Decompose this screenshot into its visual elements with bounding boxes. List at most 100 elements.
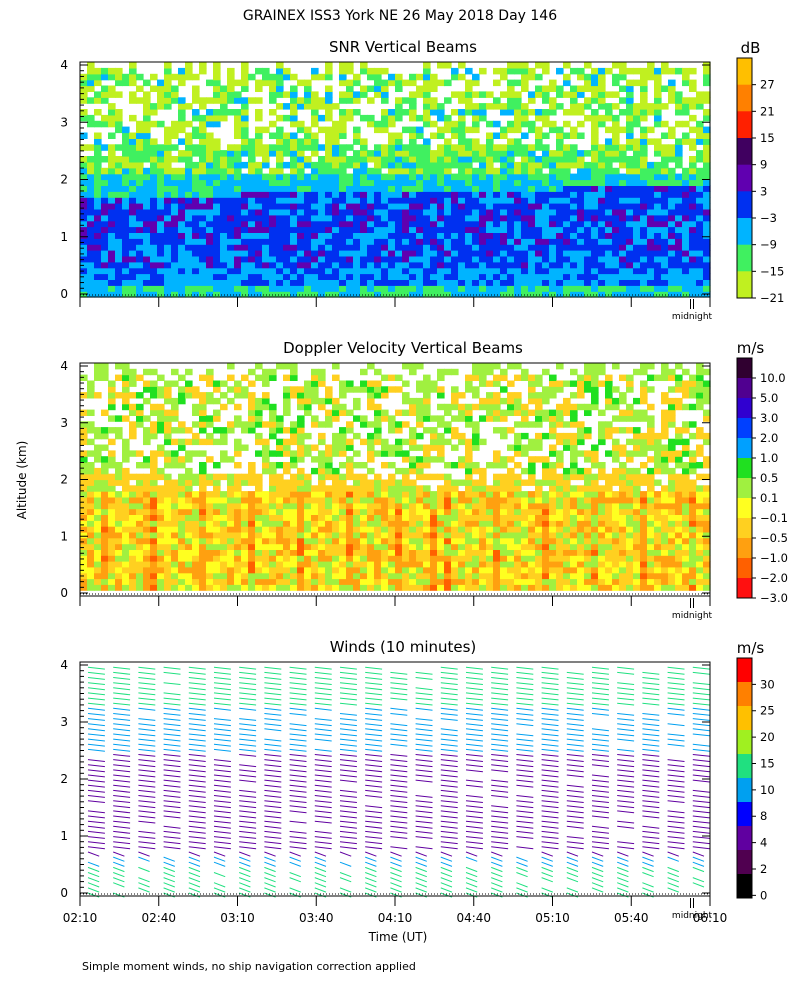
wind-barb (213, 784, 231, 788)
wind-barb (314, 779, 332, 783)
wind-barb (516, 671, 534, 675)
wind-barb (163, 759, 181, 762)
wind-barb (163, 866, 175, 873)
wind-barb (213, 851, 226, 857)
wind-barb (188, 836, 206, 839)
wind-barb (541, 779, 559, 783)
wind-barb (188, 733, 206, 737)
wind-barb (264, 713, 282, 716)
wind-barb (314, 677, 332, 680)
wind-barb (390, 707, 408, 711)
wind-barb (339, 671, 357, 675)
wind-barb (516, 738, 534, 742)
wind-barb (566, 723, 584, 727)
wind-barb (289, 789, 307, 793)
wind-barb (591, 728, 609, 732)
wind-barb (188, 795, 206, 798)
wind-barb (566, 795, 584, 798)
wind-barb (642, 851, 654, 857)
wind-barb (113, 769, 131, 773)
wind-barb (390, 769, 408, 773)
wind-barb (365, 718, 383, 721)
wind-barb (566, 841, 584, 845)
wind-barb (415, 733, 433, 737)
wind-barb (591, 846, 609, 850)
wind-barb (188, 877, 201, 883)
wind-barb (113, 841, 131, 845)
wind-barb (541, 733, 559, 737)
wind-barb (264, 671, 282, 675)
wind-barb (163, 718, 181, 721)
wind-barb (667, 830, 685, 834)
wind-barb (440, 887, 453, 893)
wind-barb (617, 671, 635, 675)
wind-barb (163, 784, 181, 788)
wind-barb (667, 666, 685, 670)
wind-barb (163, 728, 181, 732)
wind-barb (617, 748, 635, 752)
wind-barb (692, 697, 710, 701)
wind-barb (365, 877, 377, 883)
wind-barb (289, 872, 301, 878)
wind-barb (566, 784, 584, 788)
wind-barb (642, 825, 660, 829)
wind-barb (365, 784, 383, 788)
wind-barb (465, 697, 483, 701)
wind-barb (415, 815, 433, 819)
wind-barb (440, 856, 453, 862)
wind-barb (365, 677, 383, 680)
wind-barb (516, 779, 534, 783)
wind-barb (415, 718, 433, 721)
panel-1: SNR Vertical Beams 0 1 2 3 4 midnight dB 27 21 15 9… (60, 38, 784, 322)
panel-title: Winds (10 minutes) (330, 638, 477, 656)
wind-barb (415, 805, 433, 809)
wind-barb (692, 723, 710, 727)
wind-barb (566, 877, 579, 883)
wind-barb (113, 743, 131, 747)
panels: SNR Vertical Beams01234midnightdB2721159… (60, 38, 788, 925)
wind-barb (264, 697, 282, 701)
wind-barb (667, 836, 685, 839)
wind-barb (239, 774, 257, 778)
y-tick-label: 4 (60, 658, 68, 672)
wind-barb (692, 743, 710, 747)
wind-barb (264, 702, 282, 706)
wind-barb (491, 733, 509, 737)
wind-barb (541, 800, 559, 803)
wind-barb (314, 856, 327, 862)
wind-barb (365, 723, 383, 727)
wind-barb (566, 820, 584, 824)
wind-barb (566, 728, 584, 732)
wind-barb (591, 738, 609, 742)
wind-barb (188, 820, 206, 824)
wind-barb (289, 677, 307, 680)
wind-barb (239, 841, 257, 845)
wind-barb (465, 800, 483, 803)
wind-barb (87, 697, 105, 701)
wind-barb (264, 754, 282, 757)
wind-barb (465, 810, 483, 814)
wind-barb (239, 718, 257, 721)
wind-barb (566, 769, 584, 773)
y-tick-label: 4 (60, 359, 68, 373)
wind-barb (213, 872, 226, 878)
wind-barb (188, 774, 206, 778)
wind-barb (239, 707, 257, 711)
colorbar-label: −3.0 (760, 591, 788, 605)
wind-barb (667, 759, 685, 762)
wind-barb (314, 754, 332, 757)
wind-barb (617, 784, 635, 788)
wind-barb (163, 743, 181, 747)
wind-barb (314, 738, 332, 742)
colorbar-swatch (737, 358, 752, 379)
wind-barb (239, 861, 251, 867)
wind-barb (491, 841, 509, 845)
wind-barb (541, 671, 559, 675)
wind-barb (566, 851, 579, 857)
wind-barb (440, 764, 458, 768)
x-axis-label: Time (UT) (368, 930, 428, 944)
wind-barb (491, 728, 509, 732)
wind-barb (113, 800, 131, 803)
wind-barb (390, 820, 408, 824)
wind-barb (188, 666, 206, 670)
